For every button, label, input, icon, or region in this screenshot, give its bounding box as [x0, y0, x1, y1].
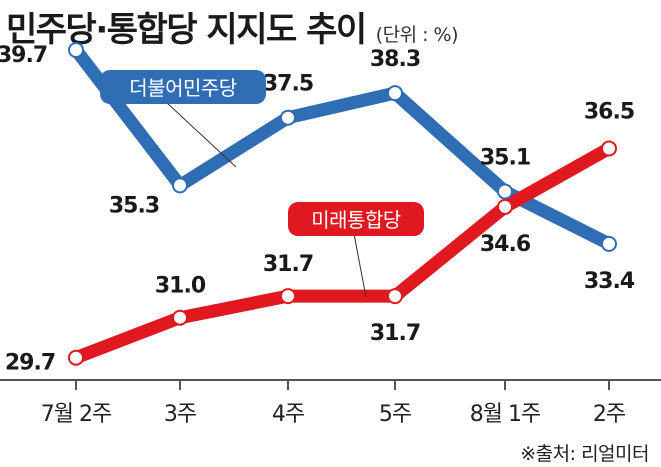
legend-badge — [100, 70, 266, 104]
unit-label: (단위 : %) — [375, 24, 459, 46]
x-tick-label: 2주 — [593, 402, 626, 427]
chart-title: 민주당·통합당 지지도 추이 — [6, 10, 367, 50]
title-row: 민주당·통합당 지지도 추이 (단위 : %) — [6, 2, 459, 50]
data-point — [172, 177, 188, 194]
data-point — [68, 42, 84, 58]
data-label: 38.3 — [370, 47, 420, 72]
series-line-unified — [69, 141, 616, 365]
legend-badge — [288, 202, 424, 236]
data-point — [497, 198, 513, 215]
data-point — [280, 109, 296, 126]
x-tick-label: 3주 — [164, 402, 197, 427]
data-label: 39.7 — [0, 43, 47, 68]
x-tick-label: 4주 — [272, 402, 305, 427]
data-label: 35.3 — [109, 193, 159, 218]
data-point — [280, 288, 296, 305]
data-label: 37.5 — [263, 72, 313, 97]
data-point — [601, 140, 617, 157]
x-tick-label: 5주 — [379, 402, 412, 427]
data-label: 31.7 — [263, 252, 313, 277]
x-tick-label: 8월 1주 — [470, 402, 541, 427]
data-label: 33.4 — [584, 269, 635, 294]
x-tick-label: 7월 2주 — [41, 402, 112, 427]
data-label: 34.6 — [480, 232, 531, 257]
source-note: ※출처: 리얼미터 — [520, 443, 649, 465]
data-point — [497, 183, 513, 200]
data-point — [601, 235, 617, 252]
legend-leader-line — [165, 101, 237, 168]
legend-leader-line — [353, 233, 367, 298]
legend-label: 더불어민주당 — [129, 76, 236, 100]
data-point — [68, 349, 84, 366]
data-label: 35.1 — [480, 146, 530, 171]
legend-label: 미래통합당 — [311, 208, 401, 232]
data-label: 29.7 — [5, 351, 55, 376]
data-point — [172, 309, 188, 326]
data-point — [387, 85, 403, 102]
data-label: 31.0 — [155, 274, 206, 299]
data-point — [387, 288, 403, 305]
data-label: 31.7 — [370, 321, 420, 346]
data-label: 36.5 — [584, 99, 634, 124]
